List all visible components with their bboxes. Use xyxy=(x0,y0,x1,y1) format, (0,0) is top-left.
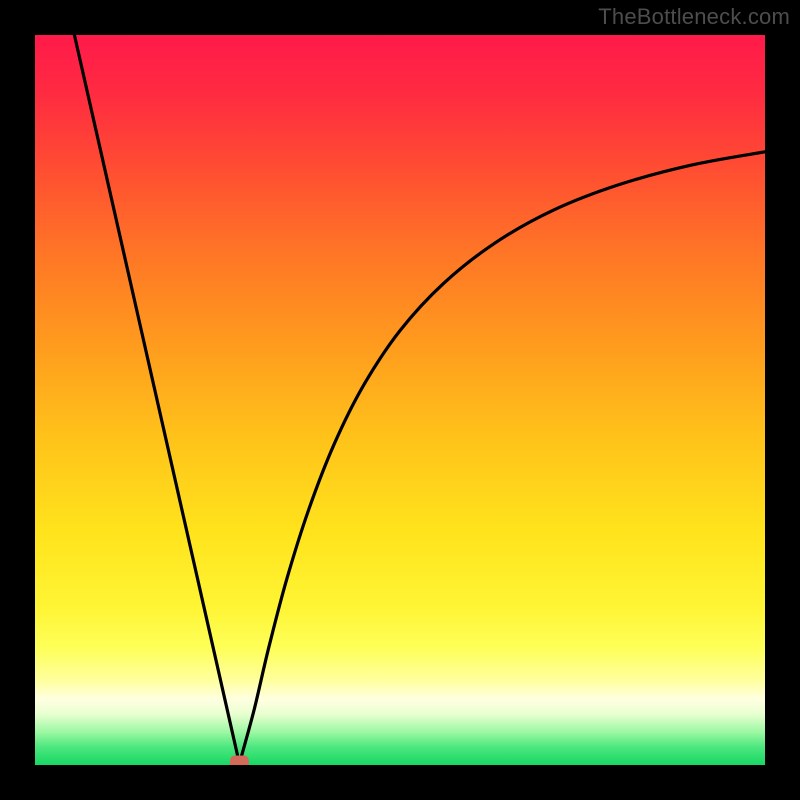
curve-left-branch xyxy=(74,35,239,764)
plot-area xyxy=(35,35,765,765)
minimum-marker xyxy=(230,756,249,765)
bottleneck-curve xyxy=(35,35,765,765)
watermark-text: TheBottleneck.com xyxy=(598,4,790,30)
figure-frame: TheBottleneck.com xyxy=(0,0,800,800)
curve-right-branch xyxy=(239,152,765,764)
